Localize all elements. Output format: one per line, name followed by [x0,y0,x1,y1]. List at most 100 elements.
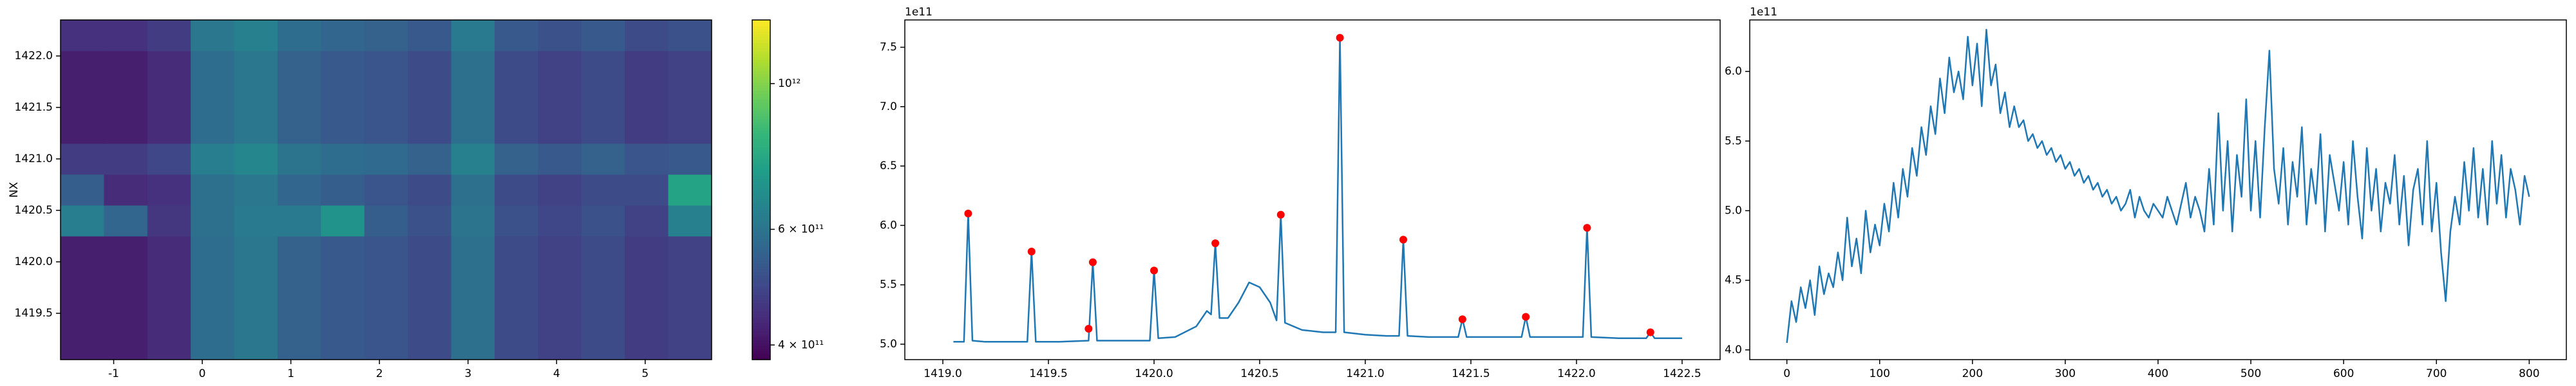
heatmap-cell [495,82,538,113]
heatmap-cell [451,236,495,268]
heatmap-cell [668,20,712,51]
heatmap-cell [538,236,582,268]
heatmap-cell [234,20,278,51]
colorbar-slice [752,246,770,250]
colorbar-slice [752,122,770,125]
colorbar-slice [752,156,770,160]
heatmap-cell [668,329,712,360]
heatmap-cell [451,143,495,175]
heatmap-cell [625,51,669,82]
heatmap-cell [625,205,669,237]
colorbar-slice [752,218,770,221]
colorbar-slice [752,34,770,37]
colorbar-slice [752,105,770,108]
colorbar-slice [752,178,770,182]
colorbar-slice [752,195,770,199]
heatmap-cell [581,267,625,299]
x-tick-label: -1 [108,367,119,380]
heatmap-cell [668,298,712,329]
colorbar-slice [752,241,770,244]
colorbar-slice [752,170,770,174]
colorbar-slice [752,150,770,154]
heatmap-cell [104,82,148,113]
heatmap-cell [625,236,669,268]
colorbar-slice [752,212,770,216]
heatmap-cell [278,236,321,268]
colorbar-slice [752,280,770,284]
heatmap-cell [147,20,191,51]
heatmap-cell [191,51,235,82]
y-tick-label: 1421.0 [15,152,53,165]
y-tick-label: 5.0 [880,338,897,351]
x-tick-label: 1421.5 [1452,367,1490,380]
colorbar-slice [752,322,770,326]
y-tick-label: 1422.0 [15,50,53,62]
y-tick-label: 4.0 [1725,344,1742,356]
colorbar-slice [752,138,770,142]
heatmap-cell [278,143,321,175]
heatmap-cell [191,267,235,299]
colorbar-slice [752,39,770,43]
y-tick-label: 5.5 [1725,134,1742,147]
heatmap-cell [625,143,669,175]
x-tick-label: 800 [2519,367,2539,380]
heatmap-cell [278,20,321,51]
colorbar-slice [752,226,770,230]
colorbar-slice [752,252,770,255]
colorbar-slice [752,184,770,188]
colorbar-slice [752,334,770,338]
heatmap-cell [581,205,625,237]
heatmap-cell [104,174,148,206]
peak-marker [1084,325,1093,333]
x-tick-label: 100 [1870,367,1890,380]
colorbar-slice [752,136,770,140]
heatmap-cell [625,298,669,329]
heatmap-cell [147,236,191,268]
colorbar-slice [752,37,770,41]
heatmap-cell [191,174,235,206]
colorbar-slice [752,59,770,63]
peak-marker [1399,235,1408,244]
heatmap-cell [495,143,538,175]
colorbar-slice [752,152,770,156]
heatmap-cell [364,51,408,82]
colorbar-slice [752,31,770,35]
colorbar-slice [752,198,770,202]
heatmap-cell [364,143,408,175]
colorbar-slice [752,25,770,29]
colorbar-slice [752,269,770,273]
heatmap-cell [61,205,104,237]
colorbar-slice [752,340,770,344]
heatmap-cell [451,113,495,144]
heatmap-cell [538,82,582,113]
colorbar-slice [752,351,770,354]
axes-frame [1749,19,2567,360]
heatmap-cell [104,298,148,329]
peak-marker [1088,258,1097,266]
heatmap-cell [191,329,235,360]
heatmap-cell [147,267,191,299]
heatmap-cell [581,298,625,329]
colorbar-slice [752,271,770,275]
heatmap-cell [147,82,191,113]
heatmap-cell [495,20,538,51]
colorbar-slice [752,144,770,148]
x-tick-label: 1 [287,367,294,380]
heatmap-cell [581,51,625,82]
heatmap-cell [495,329,538,360]
heatmap-cell [495,298,538,329]
colorbar-slice [752,320,770,324]
heatmap-cell [321,267,365,299]
colorbar-slice [752,161,770,165]
x-tick-label: 300 [2055,367,2076,380]
y-tick-label: 5.5 [880,279,897,291]
heatmap-cell [321,329,365,360]
heatmap-cell [625,174,669,206]
heatmap-cell [408,51,452,82]
heatmap-cell [321,113,365,144]
colorbar-slice [752,28,770,32]
heatmap-cell [234,174,278,206]
heatmap-cell [581,329,625,360]
heatmap-cell [191,298,235,329]
y-tick-label: 4.5 [1725,274,1742,287]
